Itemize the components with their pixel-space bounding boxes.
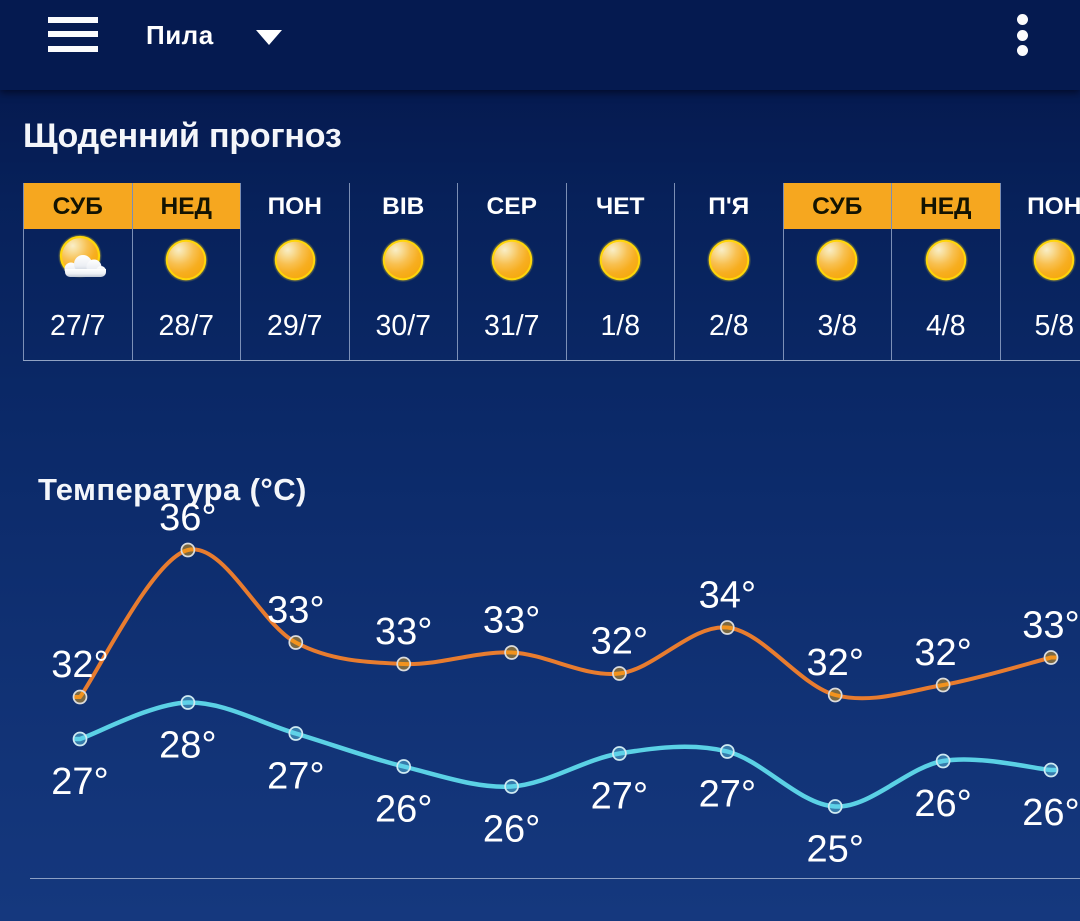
svg-text:27°: 27° <box>51 761 108 803</box>
svg-text:33°: 33° <box>267 590 324 632</box>
svg-text:32°: 32° <box>806 642 863 684</box>
svg-text:32°: 32° <box>591 621 648 663</box>
svg-text:33°: 33° <box>1022 605 1079 647</box>
svg-text:28°: 28° <box>159 725 216 767</box>
svg-text:27°: 27° <box>267 756 324 798</box>
svg-text:25°: 25° <box>806 829 863 871</box>
svg-text:36°: 36° <box>159 497 216 539</box>
svg-text:27°: 27° <box>591 776 648 818</box>
svg-text:26°: 26° <box>375 789 432 831</box>
svg-text:32°: 32° <box>51 644 108 686</box>
svg-text:33°: 33° <box>483 600 540 642</box>
svg-text:34°: 34° <box>699 575 756 617</box>
svg-text:33°: 33° <box>375 611 432 653</box>
svg-text:26°: 26° <box>914 783 971 825</box>
svg-text:27°: 27° <box>699 774 756 816</box>
svg-text:26°: 26° <box>483 809 540 851</box>
svg-text:26°: 26° <box>1022 792 1079 834</box>
svg-text:32°: 32° <box>914 632 971 674</box>
